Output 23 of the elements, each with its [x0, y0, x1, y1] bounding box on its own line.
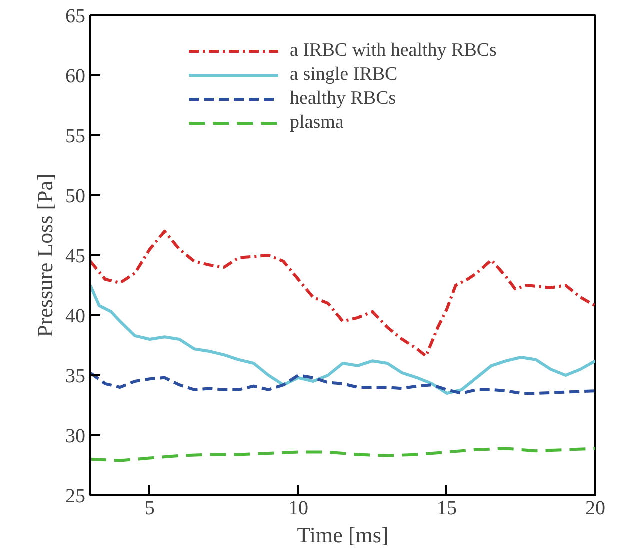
y-tick-label: 40: [66, 306, 86, 328]
y-tick-label: 25: [66, 486, 86, 508]
y-tick-label: 60: [66, 66, 86, 88]
y-axis-title: Pressure Loss [Pa]: [32, 174, 58, 338]
legend-label: a IRBC with healthy RBCs: [290, 40, 497, 62]
line-series: [90, 372, 596, 395]
x-axis-title: Time [ms]: [297, 522, 389, 548]
y-tick-label: 30: [66, 426, 86, 448]
line-series: [90, 284, 596, 395]
x-tick-label: 5: [144, 498, 155, 520]
y-tick-label: 65: [66, 6, 86, 28]
line-series: [90, 447, 596, 462]
x-tick-label: 15: [436, 498, 457, 520]
x-tick-label: 10: [288, 498, 308, 520]
x-tick-label: 20: [586, 498, 606, 520]
legend-label: a single IRBC: [290, 64, 398, 86]
line-series: [90, 230, 596, 358]
y-tick-label: 55: [66, 126, 86, 148]
y-tick-label: 45: [66, 246, 86, 268]
y-tick-label: 50: [66, 186, 86, 208]
y-tick-label: 35: [66, 366, 86, 388]
legend-label: plasma: [290, 112, 344, 134]
legend-label: healthy RBCs: [290, 88, 396, 110]
